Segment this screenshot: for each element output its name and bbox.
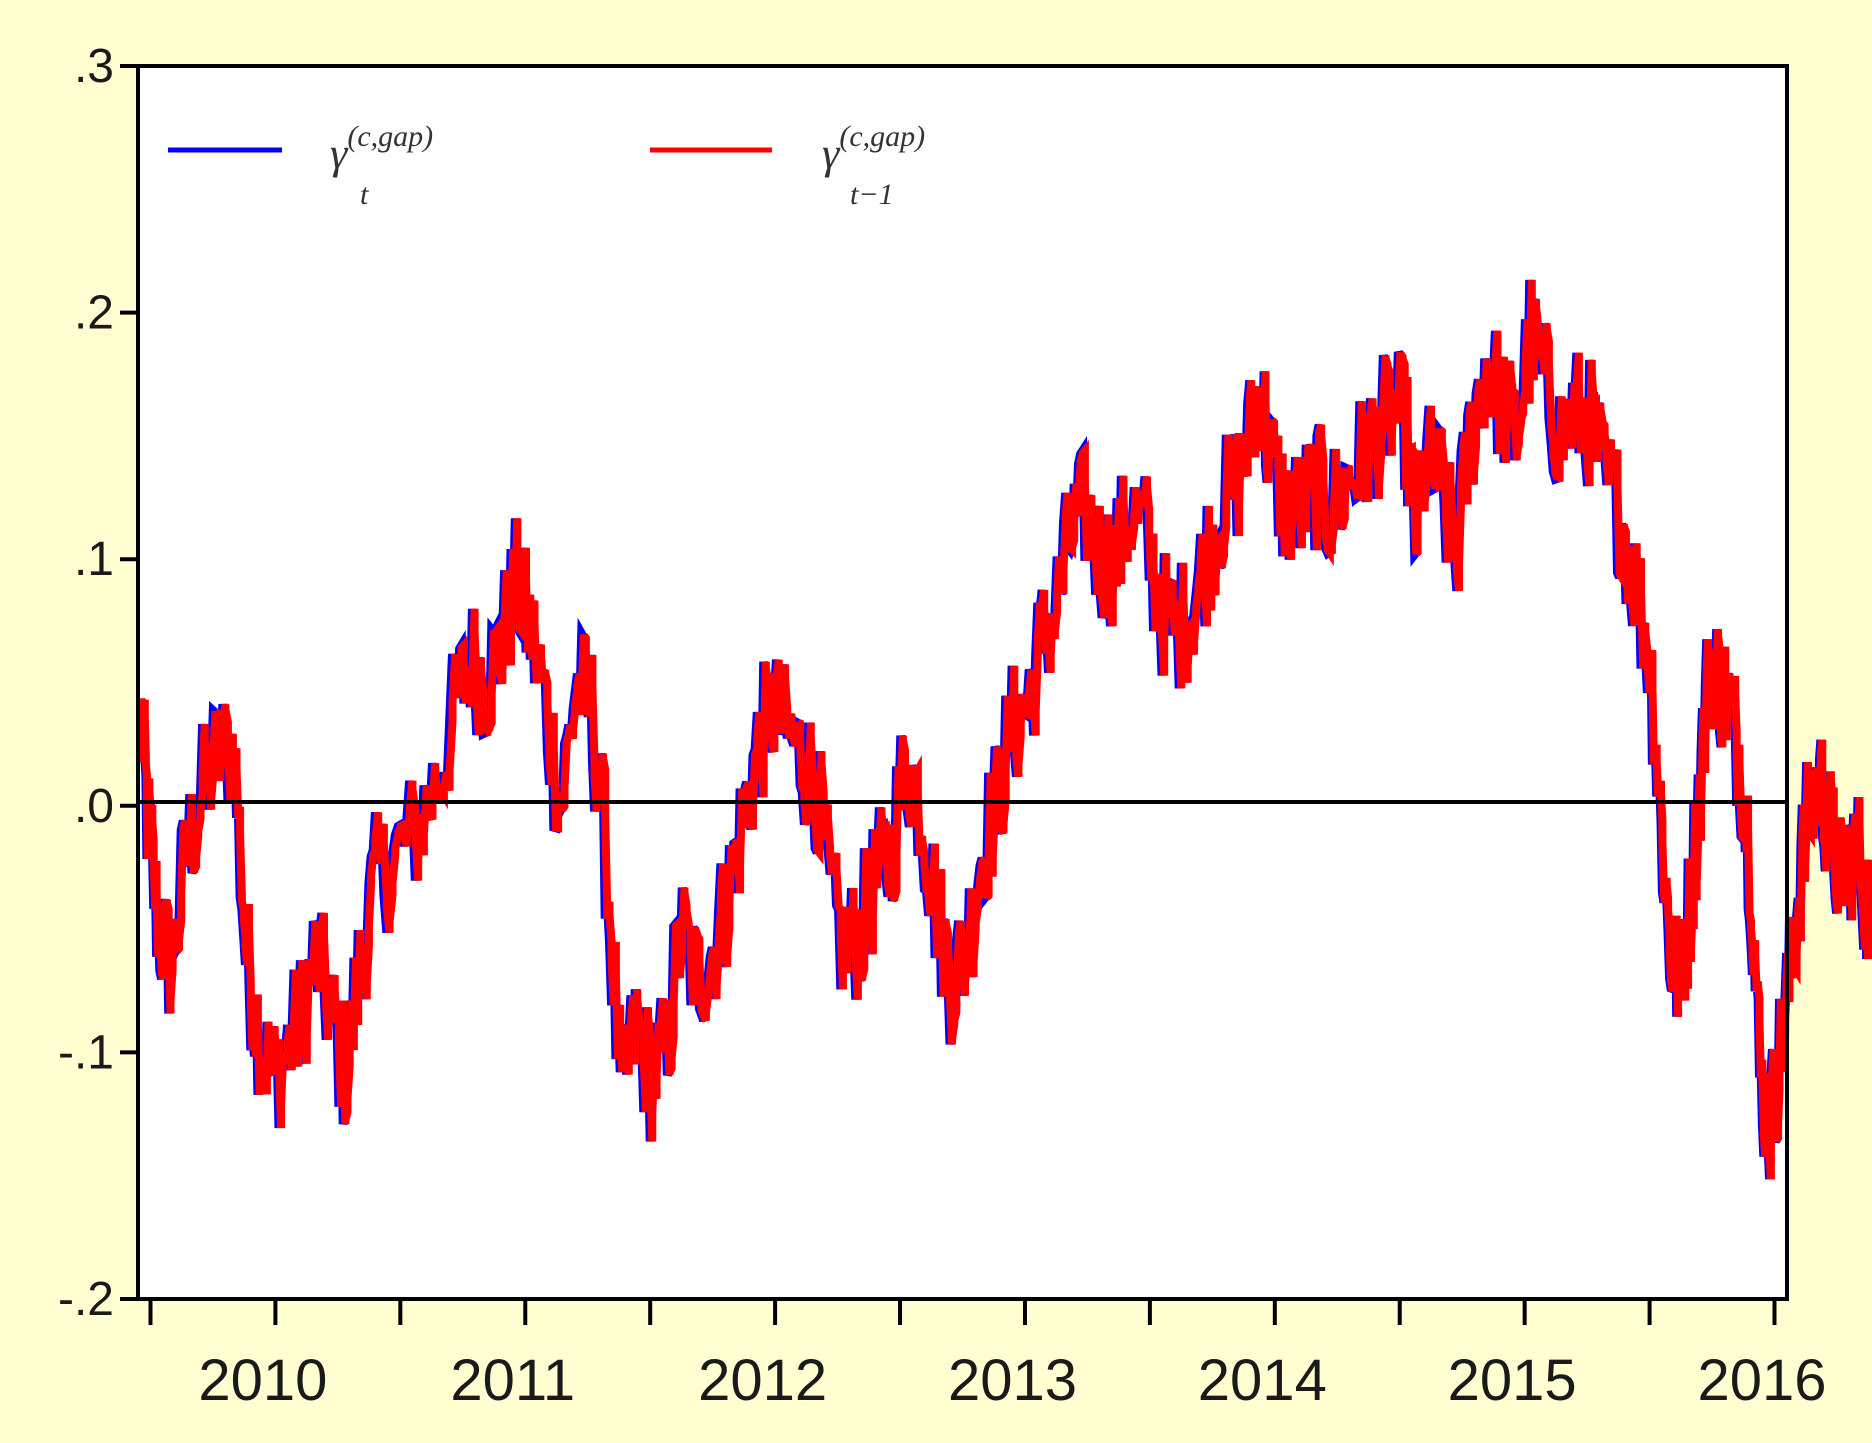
legend-label-series-1: γ(c,gap) (822, 120, 925, 178)
plot-area (138, 66, 1787, 1299)
plot-border (136, 64, 1789, 1301)
x-tick-label-2: 2012 (698, 1348, 827, 1413)
y-tick-label-3: .0 (74, 780, 114, 833)
legend-sub-series-0: t (360, 178, 369, 211)
legend-sup-series-0: (c,gap) (347, 120, 433, 153)
legend-sub-series-1: t−1 (850, 178, 894, 211)
y-tick-label-0: .3 (74, 40, 114, 93)
y-tick-label-4: -.1 (58, 1026, 114, 1079)
legend: γ(c,gap) t γ(c,gap) t−1 (168, 120, 925, 211)
legend-label-series-0: γ(c,gap) (330, 120, 433, 178)
series-layer (136, 279, 1872, 1180)
x-axis: 2010 2011 2012 2013 2014 2015 2016 (148, 1299, 1827, 1413)
y-axis: .3 .2 .1 .0 -.1 -.2 (58, 40, 138, 1326)
series-line-1 (137, 279, 1872, 1180)
legend-main-series-1: γ (822, 129, 841, 178)
x-tick-label-6: 2016 (1697, 1348, 1826, 1413)
x-tick-label-0: 2010 (198, 1348, 327, 1413)
legend-sup-series-1: (c,gap) (839, 120, 925, 153)
y-tick-label-2: .1 (74, 533, 114, 586)
y-tick-label-1: .2 (74, 287, 114, 340)
x-tick-label-4: 2014 (1198, 1348, 1327, 1413)
x-tick-label-5: 2015 (1448, 1348, 1577, 1413)
x-tick-label-3: 2013 (948, 1348, 1077, 1413)
legend-main-series-0: γ (330, 129, 349, 178)
x-tick-label-1: 2011 (450, 1348, 575, 1413)
legend-entry-series-0: γ(c,gap) t (168, 120, 433, 211)
y-tick-label-5: -.2 (58, 1273, 114, 1326)
legend-entry-series-1: γ(c,gap) t−1 (650, 120, 925, 211)
